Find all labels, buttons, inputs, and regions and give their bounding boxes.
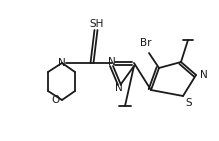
Text: N: N bbox=[58, 58, 66, 68]
Text: O: O bbox=[52, 95, 60, 105]
Text: N: N bbox=[108, 57, 116, 67]
Text: Br: Br bbox=[140, 38, 152, 48]
Text: N: N bbox=[115, 83, 123, 93]
Text: N: N bbox=[200, 70, 208, 80]
Text: S: S bbox=[185, 98, 192, 108]
Text: SH: SH bbox=[90, 19, 104, 29]
